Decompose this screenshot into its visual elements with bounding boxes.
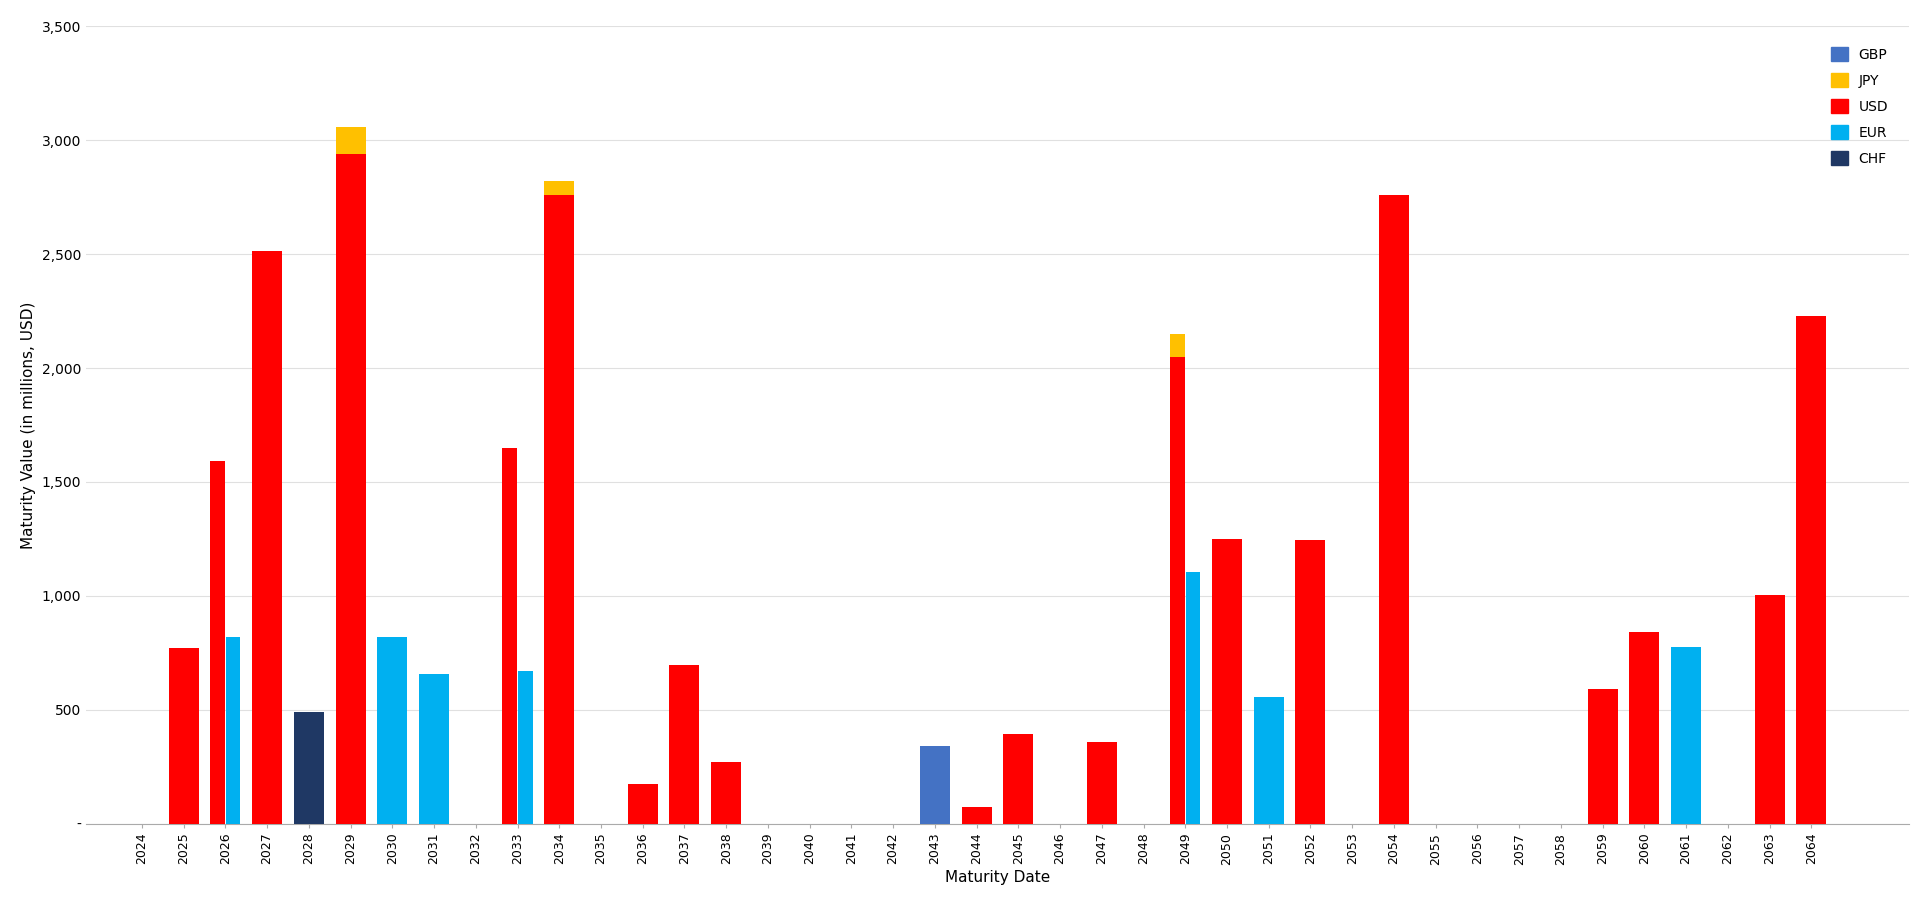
- Bar: [627, 784, 658, 824]
- Bar: [1629, 632, 1660, 824]
- Bar: [961, 806, 992, 824]
- Bar: [1212, 539, 1243, 824]
- Bar: [253, 251, 282, 824]
- Bar: [168, 649, 199, 824]
- Bar: [544, 181, 575, 195]
- Y-axis label: Maturity Value (in millions, USD): Maturity Value (in millions, USD): [21, 302, 37, 549]
- Bar: [1170, 334, 1185, 357]
- Bar: [502, 448, 517, 824]
- Bar: [1671, 647, 1700, 824]
- Bar: [517, 671, 533, 824]
- Bar: [1378, 195, 1409, 824]
- Bar: [1797, 315, 1826, 824]
- Bar: [1254, 698, 1283, 824]
- Bar: [293, 712, 324, 824]
- Bar: [1588, 689, 1617, 824]
- Legend: GBP, JPY, USD, EUR, CHF: GBP, JPY, USD, EUR, CHF: [1816, 34, 1903, 179]
- Bar: [376, 637, 407, 824]
- Bar: [670, 665, 699, 824]
- Bar: [544, 195, 575, 824]
- Bar: [1185, 572, 1200, 824]
- Bar: [1754, 594, 1785, 824]
- Bar: [710, 762, 741, 824]
- Bar: [336, 154, 365, 824]
- Bar: [226, 637, 241, 824]
- Bar: [1004, 734, 1033, 824]
- Bar: [1087, 742, 1117, 824]
- Bar: [336, 127, 365, 154]
- Bar: [921, 747, 950, 824]
- Bar: [1295, 540, 1326, 824]
- Bar: [210, 461, 226, 824]
- X-axis label: Maturity Date: Maturity Date: [946, 870, 1050, 885]
- Bar: [1170, 357, 1185, 824]
- Bar: [419, 674, 450, 824]
